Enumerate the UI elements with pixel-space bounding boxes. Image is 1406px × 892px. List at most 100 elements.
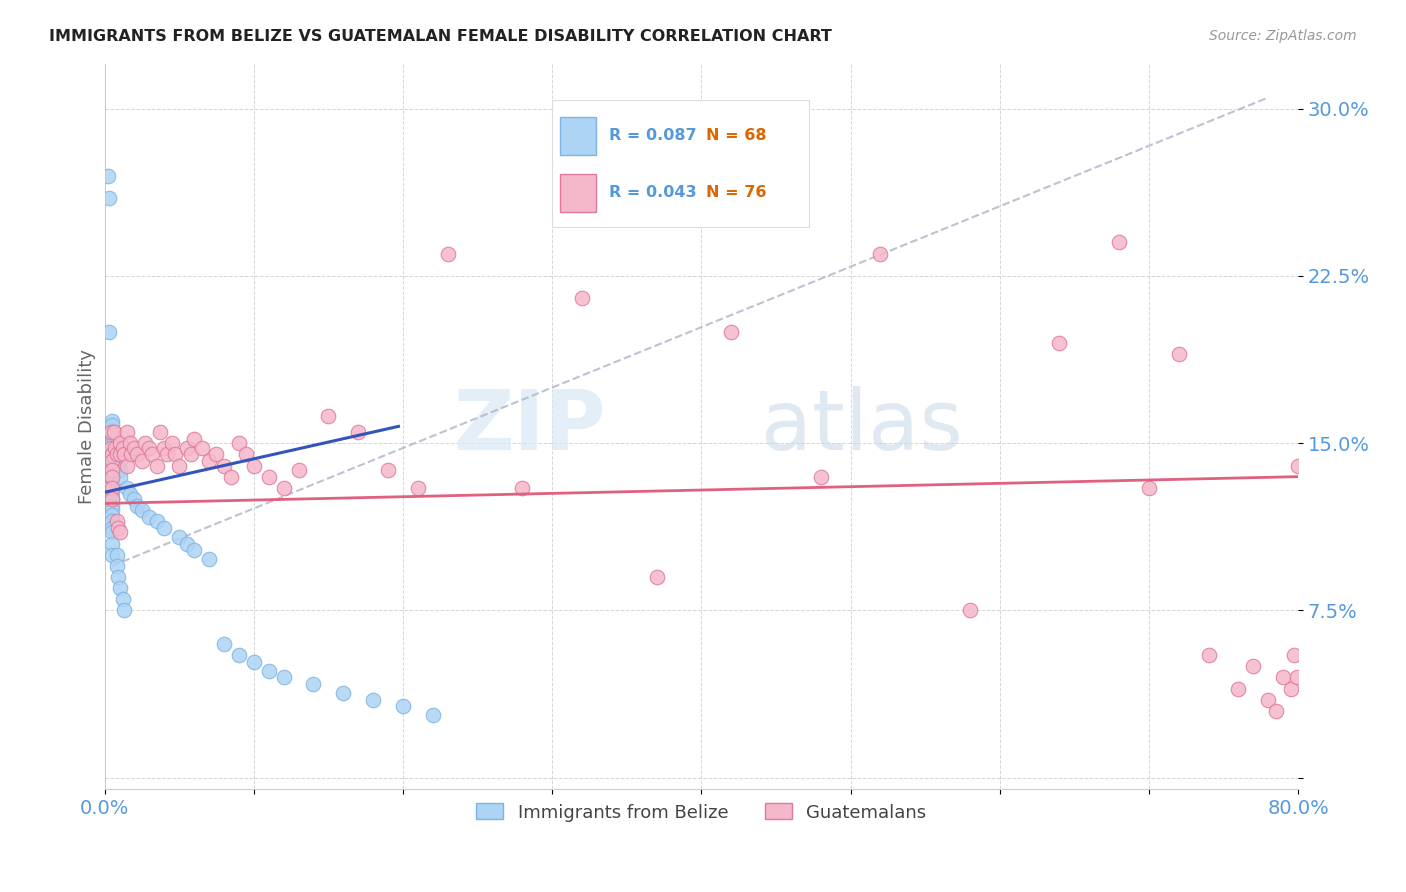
Point [1198, 648, 1220, 662]
Point [101, 454, 124, 468]
Point [108, 525, 131, 540]
Point [103, 441, 125, 455]
Point [1167, 347, 1189, 361]
Point [645, 570, 668, 584]
Point [273, 670, 295, 684]
Point [104, 454, 127, 468]
Point [101, 441, 124, 455]
Point [115, 458, 138, 473]
Point [1227, 681, 1250, 696]
Point [287, 463, 309, 477]
Point [1272, 670, 1295, 684]
Point [101, 432, 124, 446]
Point [198, 454, 221, 468]
Point [131, 454, 153, 468]
Point [101, 425, 124, 439]
Point [176, 441, 198, 455]
Point [100, 441, 122, 455]
Point [141, 447, 163, 461]
Point [98, 325, 121, 339]
Point [101, 454, 124, 468]
Legend: Immigrants from Belize, Guatemalans: Immigrants from Belize, Guatemalans [467, 794, 935, 830]
Point [127, 447, 149, 461]
Point [108, 469, 131, 483]
Point [100, 436, 122, 450]
Point [101, 514, 124, 528]
Point [101, 476, 124, 491]
Point [235, 447, 257, 461]
Point [183, 543, 205, 558]
Point [1137, 481, 1160, 495]
Point [1285, 670, 1308, 684]
Point [243, 458, 266, 473]
Point [153, 521, 176, 535]
Point [107, 570, 129, 584]
Point [101, 436, 124, 450]
Point [167, 530, 190, 544]
Text: IMMIGRANTS FROM BELIZE VS GUATEMALAN FEMALE DISABILITY CORRELATION CHART: IMMIGRANTS FROM BELIZE VS GUATEMALAN FEM… [49, 29, 832, 44]
Point [103, 425, 125, 439]
Point [100, 447, 122, 461]
Point [1257, 692, 1279, 706]
Point [163, 447, 186, 461]
Point [332, 686, 354, 700]
Point [105, 548, 128, 562]
Point [115, 481, 138, 495]
Point [103, 425, 125, 439]
Point [111, 592, 134, 607]
Point [100, 441, 122, 455]
Point [392, 699, 415, 714]
Point [107, 521, 129, 535]
Point [104, 463, 127, 477]
Point [134, 436, 156, 450]
Point [1279, 681, 1302, 696]
Point [869, 246, 891, 260]
Point [273, 481, 295, 495]
Point [1241, 659, 1264, 673]
Point [510, 481, 533, 495]
Point [100, 425, 122, 439]
Point [108, 581, 131, 595]
Point [101, 463, 124, 477]
Point [422, 708, 444, 723]
Point [212, 458, 235, 473]
Point [97, 169, 120, 183]
Point [153, 441, 176, 455]
Point [101, 503, 124, 517]
Point [190, 441, 212, 455]
Point [112, 447, 135, 461]
Point [118, 436, 141, 450]
Point [1282, 648, 1305, 662]
Point [101, 499, 124, 513]
Point [101, 481, 124, 495]
Point [1047, 335, 1070, 350]
Point [810, 469, 832, 483]
Point [115, 425, 138, 439]
Point [406, 481, 429, 495]
Point [105, 514, 128, 528]
Point [318, 409, 340, 424]
Point [101, 469, 124, 483]
Point [127, 499, 149, 513]
Point [167, 458, 190, 473]
Point [101, 469, 124, 483]
Point [1264, 704, 1286, 718]
Point [101, 414, 124, 428]
Point [221, 469, 243, 483]
Point [124, 491, 146, 506]
Point [101, 521, 124, 535]
Point [103, 432, 125, 446]
Point [959, 603, 981, 617]
Point [101, 508, 124, 522]
Point [302, 677, 325, 691]
Point [131, 503, 153, 517]
Point [156, 447, 179, 461]
Point [361, 692, 384, 706]
Point [205, 447, 228, 461]
Point [105, 447, 128, 461]
Point [108, 447, 131, 461]
Point [160, 436, 183, 450]
Point [176, 536, 198, 550]
Point [101, 491, 124, 506]
Point [1286, 458, 1309, 473]
